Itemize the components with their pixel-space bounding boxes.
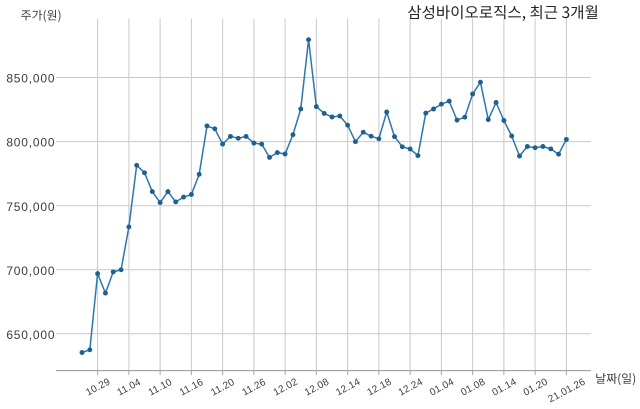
svg-text:650,000: 650,000	[6, 328, 55, 342]
svg-text:700,000: 700,000	[6, 264, 55, 278]
svg-text:750,000: 750,000	[6, 200, 55, 214]
svg-text:850,000: 850,000	[6, 72, 55, 86]
svg-text:800,000: 800,000	[6, 136, 55, 150]
